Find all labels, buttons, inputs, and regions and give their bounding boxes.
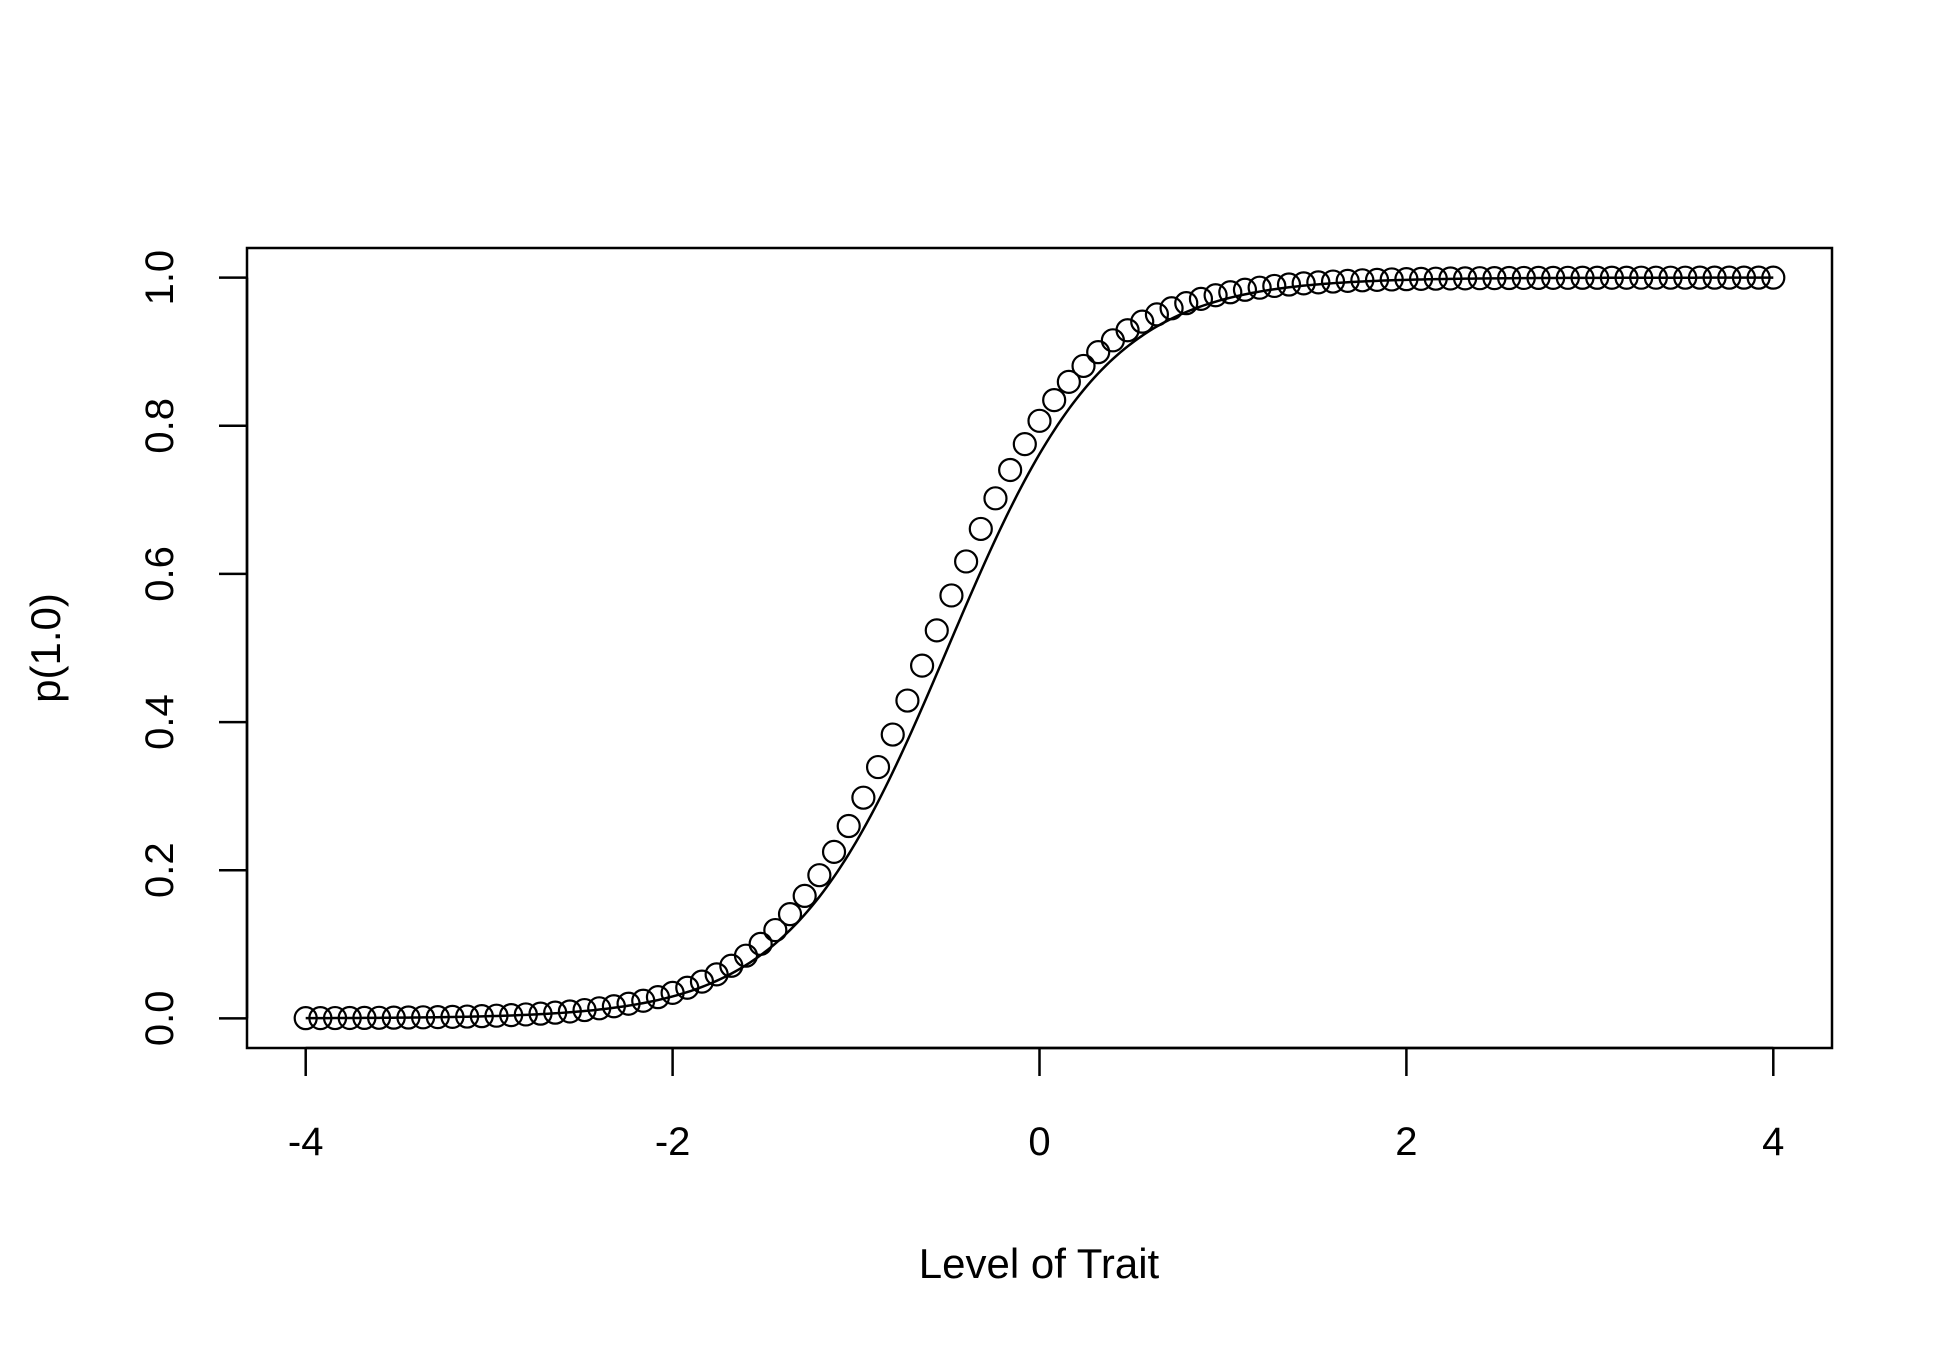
- data-point: [660, 980, 685, 1005]
- series-line: [305, 276, 1774, 1020]
- data-point: [777, 902, 803, 927]
- data-point: [836, 813, 861, 839]
- data-point: [895, 688, 920, 713]
- x-axis-label: Level of Trait: [919, 1240, 1160, 1287]
- data-point: [1262, 273, 1287, 299]
- data-point: [1071, 353, 1096, 379]
- data-point: [807, 863, 832, 888]
- x-tick-label: 4: [1762, 1120, 1784, 1164]
- data-point: [1012, 432, 1037, 457]
- y-tick-label: 0.2: [138, 842, 182, 898]
- data-point: [1203, 283, 1228, 308]
- data-point: [865, 754, 891, 780]
- data-point: [1291, 271, 1316, 296]
- data-point: [821, 839, 847, 864]
- data-point: [954, 549, 979, 574]
- data-point: [1042, 388, 1067, 413]
- data-point: [998, 457, 1023, 483]
- data-point: [1115, 318, 1140, 343]
- data-point: [1247, 275, 1272, 300]
- x-tick-label: -4: [288, 1120, 324, 1164]
- data-point: [748, 931, 773, 956]
- data-point: [1100, 328, 1125, 353]
- x-tick-label: 2: [1395, 1120, 1417, 1164]
- x-tick-label: -2: [655, 1120, 691, 1164]
- data-point: [983, 486, 1008, 511]
- data-point: [880, 722, 905, 747]
- data-point: [1130, 309, 1155, 334]
- data-point: [851, 785, 876, 810]
- data-point: [1218, 280, 1243, 305]
- y-tick-label: 0.0: [138, 991, 182, 1047]
- y-tick-label: 0.4: [138, 694, 182, 750]
- data-point: [1027, 408, 1052, 433]
- data-point: [733, 943, 759, 968]
- data-point: [763, 917, 788, 943]
- data-point: [968, 516, 993, 542]
- data-point: [939, 583, 964, 608]
- data-point: [1086, 340, 1111, 365]
- data-point: [1232, 277, 1258, 302]
- data-point: [1174, 291, 1199, 316]
- y-axis: 0.0 0.2 0.4 0.6 0.8 1.0: [138, 250, 249, 1047]
- data-point: [1188, 286, 1214, 311]
- data-point: [1276, 272, 1302, 297]
- x-tick-label: 0: [1028, 1120, 1050, 1164]
- data-point: [909, 653, 935, 678]
- y-axis-label: p(1.0): [22, 593, 69, 703]
- data-point: [924, 618, 949, 643]
- data-point: [792, 883, 817, 909]
- y-tick-label: 0.6: [138, 546, 182, 602]
- data-point: [1056, 369, 1081, 394]
- y-tick-label: 0.8: [138, 398, 182, 454]
- plot-frame: [245, 246, 1834, 1050]
- x-axis: -4 -2 0 2 4: [288, 1046, 1784, 1164]
- plot-marks: [293, 265, 1786, 1031]
- y-tick-label: 1.0: [138, 250, 182, 306]
